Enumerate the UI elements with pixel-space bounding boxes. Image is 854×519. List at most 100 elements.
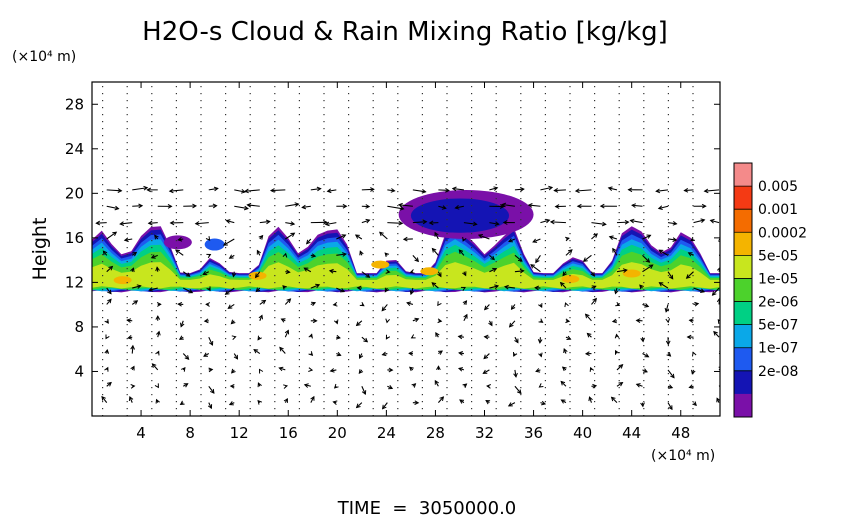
wind-vector <box>560 282 567 289</box>
wind-vector-head <box>336 351 342 357</box>
wind-vector-head <box>665 340 671 346</box>
grid-dot <box>643 184 645 186</box>
grid-dot <box>520 387 522 389</box>
cloud-core <box>248 271 267 280</box>
grid-dot <box>520 345 522 347</box>
grid-dot <box>175 247 177 249</box>
wind-vector <box>550 221 566 224</box>
grid-dot <box>618 387 620 389</box>
grid-dot <box>249 352 251 354</box>
grid-dot <box>520 324 522 326</box>
grid-dot <box>249 268 251 270</box>
wind-vector-head <box>567 249 573 254</box>
wind-vector-head <box>462 236 467 242</box>
grid-dot <box>102 268 104 270</box>
grid-dot <box>225 359 227 361</box>
grid-dot <box>348 240 350 242</box>
wind-vector-head <box>584 351 590 357</box>
wind-vector-head <box>508 238 513 243</box>
grid-dot <box>594 310 596 312</box>
wind-vector <box>387 205 404 210</box>
wind-vector-head <box>722 253 726 257</box>
grid-dot <box>298 233 300 235</box>
wind-vector-head <box>315 283 321 289</box>
wind-vector <box>484 304 490 310</box>
wind-vector <box>489 285 499 289</box>
grid-dot <box>471 289 473 291</box>
grid-dot <box>323 128 325 130</box>
wind-vector-head <box>717 319 720 324</box>
wind-vector-head <box>358 354 364 360</box>
grid-dot <box>471 408 473 410</box>
grid-dot <box>274 86 276 88</box>
grid-dot <box>618 261 620 263</box>
grid-dot <box>323 303 325 305</box>
grid-dot <box>495 401 497 403</box>
grid-dot <box>348 156 350 158</box>
wind-vector-head <box>562 271 567 277</box>
grid-dot <box>495 191 497 193</box>
grid-dot <box>126 121 128 123</box>
wind-vector-head <box>381 404 387 410</box>
grid-dot <box>102 93 104 95</box>
grid-dot <box>151 100 153 102</box>
wind-vector-head <box>203 318 209 324</box>
grid-dot <box>569 205 571 207</box>
y-axis-label: Height <box>29 218 51 281</box>
wind-vector-head <box>175 249 180 254</box>
grid-dot <box>397 142 399 144</box>
grid-dot <box>151 142 153 144</box>
grid-dot <box>643 135 645 137</box>
grid-dot <box>102 303 104 305</box>
grid-dot <box>618 135 620 137</box>
wind-vector <box>554 189 566 192</box>
wind-vector-head <box>146 187 152 193</box>
grid-dot <box>495 198 497 200</box>
grid-dot <box>643 107 645 109</box>
grid-dot <box>692 359 694 361</box>
grid-dot <box>102 387 104 389</box>
grid-dot <box>151 114 153 116</box>
grid-dot <box>618 296 620 298</box>
grid-dot <box>175 184 177 186</box>
wind-vector-head <box>535 368 541 373</box>
time-label: TIME = 3050000.0 <box>337 498 517 519</box>
wind-vector-head <box>225 219 231 224</box>
grid-dot <box>298 149 300 151</box>
grid-dot <box>544 261 546 263</box>
grid-dot <box>618 324 620 326</box>
wind-vector-head <box>700 288 706 293</box>
grid-dot <box>151 233 153 235</box>
grid-dot <box>274 149 276 151</box>
grid-dot <box>225 401 227 403</box>
x-tick-label: 32 <box>475 424 494 442</box>
grid-dot <box>520 366 522 368</box>
wind-vector-head <box>399 206 405 211</box>
cloud-core <box>371 260 390 269</box>
wind-vector-head <box>414 400 420 406</box>
grid-dot <box>175 135 177 137</box>
grid-dot <box>618 121 620 123</box>
grid-dot <box>471 303 473 305</box>
grid-dot <box>397 233 399 235</box>
grid-dot <box>594 317 596 319</box>
grid-dot <box>200 233 202 235</box>
grid-dot <box>421 296 423 298</box>
grid-dot <box>323 135 325 137</box>
grid-dot <box>323 219 325 221</box>
grid-dot <box>618 282 620 284</box>
grid-dot <box>692 331 694 333</box>
grid-dot <box>421 380 423 382</box>
grid-dot <box>225 184 227 186</box>
grid-dot <box>643 93 645 95</box>
grid-dot <box>175 352 177 354</box>
wind-vector-head <box>612 247 617 253</box>
grid-dot <box>520 226 522 228</box>
wind-vector-head <box>563 348 568 354</box>
grid-dot <box>126 345 128 347</box>
grid-dot <box>200 121 202 123</box>
grid-dot <box>495 219 497 221</box>
wind-vector <box>356 320 363 326</box>
grid-dot <box>126 254 128 256</box>
